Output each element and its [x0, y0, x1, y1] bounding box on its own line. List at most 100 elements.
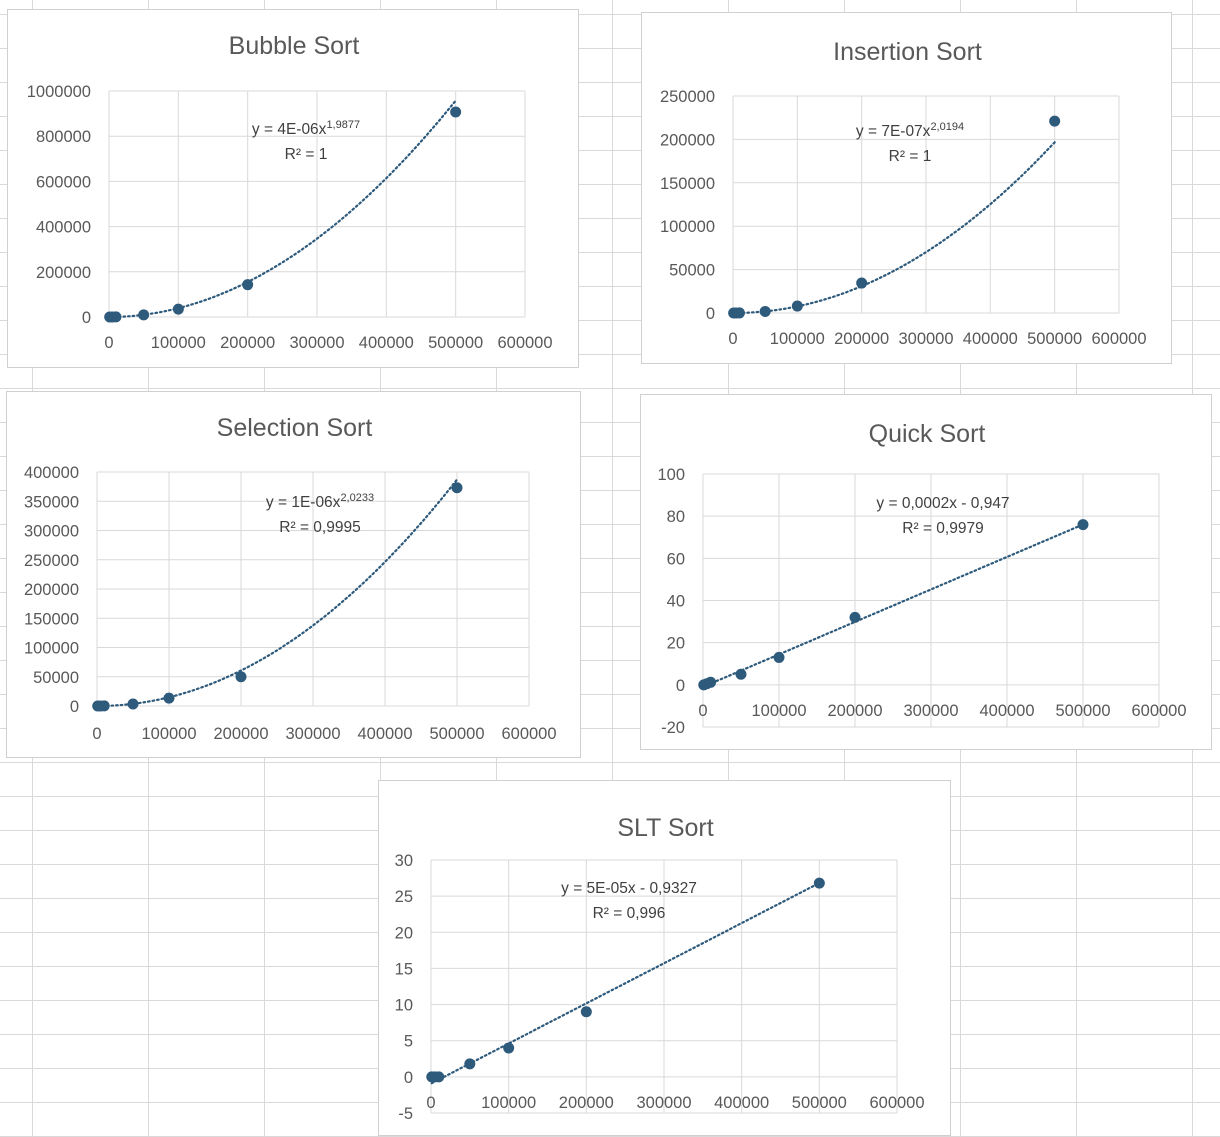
r-squared-label: R² = 1: [285, 146, 328, 163]
y-tick-label: 0: [82, 309, 91, 327]
data-point[interactable]: [127, 698, 139, 710]
y-tick-label: 350000: [24, 493, 79, 511]
bubble-sort-chart[interactable]: Bubble Sort 0 200000 400000 600000 800000 1000…: [7, 9, 579, 368]
x-tick-label: 300000: [898, 330, 953, 348]
x-tick-label: 300000: [903, 702, 958, 720]
y-tick-label: 5: [404, 1033, 413, 1051]
x-tick-label: 500000: [428, 334, 483, 352]
data-point[interactable]: [235, 671, 247, 683]
slt-sort-chart[interactable]: SLT Sort -5 0 5 10 15 20 25 30 0 100000 200000 30000…: [378, 780, 951, 1136]
data-point[interactable]: [503, 1042, 515, 1054]
x-tick-label: 400000: [714, 1094, 769, 1112]
y-tick-label: 1000000: [27, 83, 91, 101]
slt-sort-plot: SLT Sort -5 0 5 10 15 20 25 30 0 100000 200000 30000…: [395, 814, 925, 1123]
bubble-sort-plot: Bubble Sort 0 200000 400000 600000 800000 1000…: [27, 32, 553, 352]
data-point[interactable]: [451, 482, 463, 494]
x-tick-label: 0: [728, 330, 737, 348]
r-squared-label: R² = 0,996: [593, 905, 666, 922]
y-tick-label: 60: [667, 550, 685, 568]
data-point[interactable]: [580, 1006, 592, 1018]
x-tick-label: 0: [698, 702, 707, 720]
data-point[interactable]: [98, 700, 110, 712]
x-tick-label: 100000: [481, 1094, 536, 1112]
x-tick-label: 500000: [1027, 330, 1082, 348]
y-tick-label: 200000: [660, 131, 715, 149]
chart-title: SLT Sort: [617, 814, 713, 842]
data-point[interactable]: [791, 300, 803, 312]
y-tick-label: -5: [398, 1105, 413, 1123]
y-tick-label: 20: [667, 635, 685, 653]
x-tick-label: 200000: [834, 330, 889, 348]
data-point[interactable]: [464, 1058, 476, 1070]
y-tick-label: 80: [667, 508, 685, 526]
data-point[interactable]: [705, 676, 717, 688]
x-tick-label: 100000: [151, 334, 206, 352]
x-tick-label: 200000: [220, 334, 275, 352]
data-point[interactable]: [242, 279, 254, 291]
y-tick-label: 200000: [36, 264, 91, 282]
y-tick-label: 800000: [36, 128, 91, 146]
trendline-equation: y = 5E-05x - 0,9327: [561, 880, 697, 897]
x-tick-label: 400000: [979, 702, 1034, 720]
data-point[interactable]: [1077, 519, 1089, 531]
y-tick-label: 600000: [36, 173, 91, 191]
selection-sort-plot: Selection Sort 0 50000 100000 150000 200000 25…: [24, 414, 557, 743]
data-point[interactable]: [773, 651, 785, 663]
y-tick-label: 100: [657, 466, 685, 484]
data-point[interactable]: [433, 1071, 445, 1083]
quick-sort-plot: Quick Sort -20 0 20 40 60 80 100 0 100000 200000 30…: [657, 420, 1186, 737]
y-tick-label: 40: [667, 593, 685, 611]
x-tick-label: 200000: [827, 702, 882, 720]
data-point[interactable]: [813, 877, 825, 889]
y-tick-label: 200000: [24, 581, 79, 599]
chart-title: Selection Sort: [217, 414, 373, 442]
y-tick-label: 30: [395, 852, 413, 870]
y-tick-label: 250000: [24, 552, 79, 570]
x-tick-label: 600000: [497, 334, 552, 352]
insertion-sort-plot: Insertion Sort 0 50000 100000 150000 200000 25…: [660, 38, 1147, 348]
y-tick-label: 0: [70, 698, 79, 716]
x-tick-label: 600000: [1091, 330, 1146, 348]
x-tick-label: 600000: [869, 1094, 924, 1112]
data-point[interactable]: [856, 277, 868, 289]
x-tick-label: 100000: [770, 330, 825, 348]
data-point[interactable]: [759, 305, 771, 317]
y-tick-label: 300000: [24, 523, 79, 541]
data-point[interactable]: [172, 303, 184, 315]
y-tick-label: 100000: [24, 640, 79, 658]
x-tick-label: 500000: [429, 725, 484, 743]
data-point[interactable]: [450, 106, 462, 118]
equation-exponent: 2,0194: [930, 121, 964, 133]
trendline-equation: y = 1E-06x2,0233: [266, 492, 374, 511]
trendline: [430, 881, 821, 1085]
data-point[interactable]: [733, 307, 745, 319]
data-point[interactable]: [1049, 115, 1061, 127]
quick-sort-chart[interactable]: Quick Sort -20 0 20 40 60 80 100 0 100000 200000 30…: [640, 394, 1212, 750]
equation-exponent: 1,9877: [326, 119, 360, 131]
x-tick-label: 300000: [289, 334, 344, 352]
chart-title: Bubble Sort: [229, 32, 360, 60]
data-point[interactable]: [138, 309, 150, 321]
data-point[interactable]: [110, 311, 122, 323]
y-tick-label: 100000: [660, 218, 715, 236]
trendline: [732, 141, 1056, 315]
selection-sort-chart[interactable]: Selection Sort 0 50000 100000 150000 200000 25…: [6, 391, 581, 758]
y-tick-label: 250000: [660, 88, 715, 106]
r-squared-label: R² = 0,9979: [902, 520, 983, 537]
data-point[interactable]: [735, 668, 747, 680]
y-tick-label: 150000: [24, 610, 79, 628]
data-point[interactable]: [163, 692, 175, 704]
data-point[interactable]: [849, 611, 861, 623]
x-tick-label: 500000: [1055, 702, 1110, 720]
insertion-sort-chart[interactable]: Insertion Sort 0 50000 100000 150000 200000 25…: [641, 12, 1172, 364]
y-tick-label: 20: [395, 924, 413, 942]
y-tick-label: -20: [661, 719, 685, 737]
r-squared-label: R² = 1: [889, 148, 932, 165]
y-tick-label: 50000: [669, 262, 715, 280]
y-tick-label: 50000: [33, 669, 79, 687]
x-tick-label: 0: [92, 725, 101, 743]
y-tick-label: 0: [706, 305, 715, 323]
y-tick-label: 150000: [660, 175, 715, 193]
x-tick-label: 300000: [636, 1094, 691, 1112]
x-tick-label: 400000: [963, 330, 1018, 348]
